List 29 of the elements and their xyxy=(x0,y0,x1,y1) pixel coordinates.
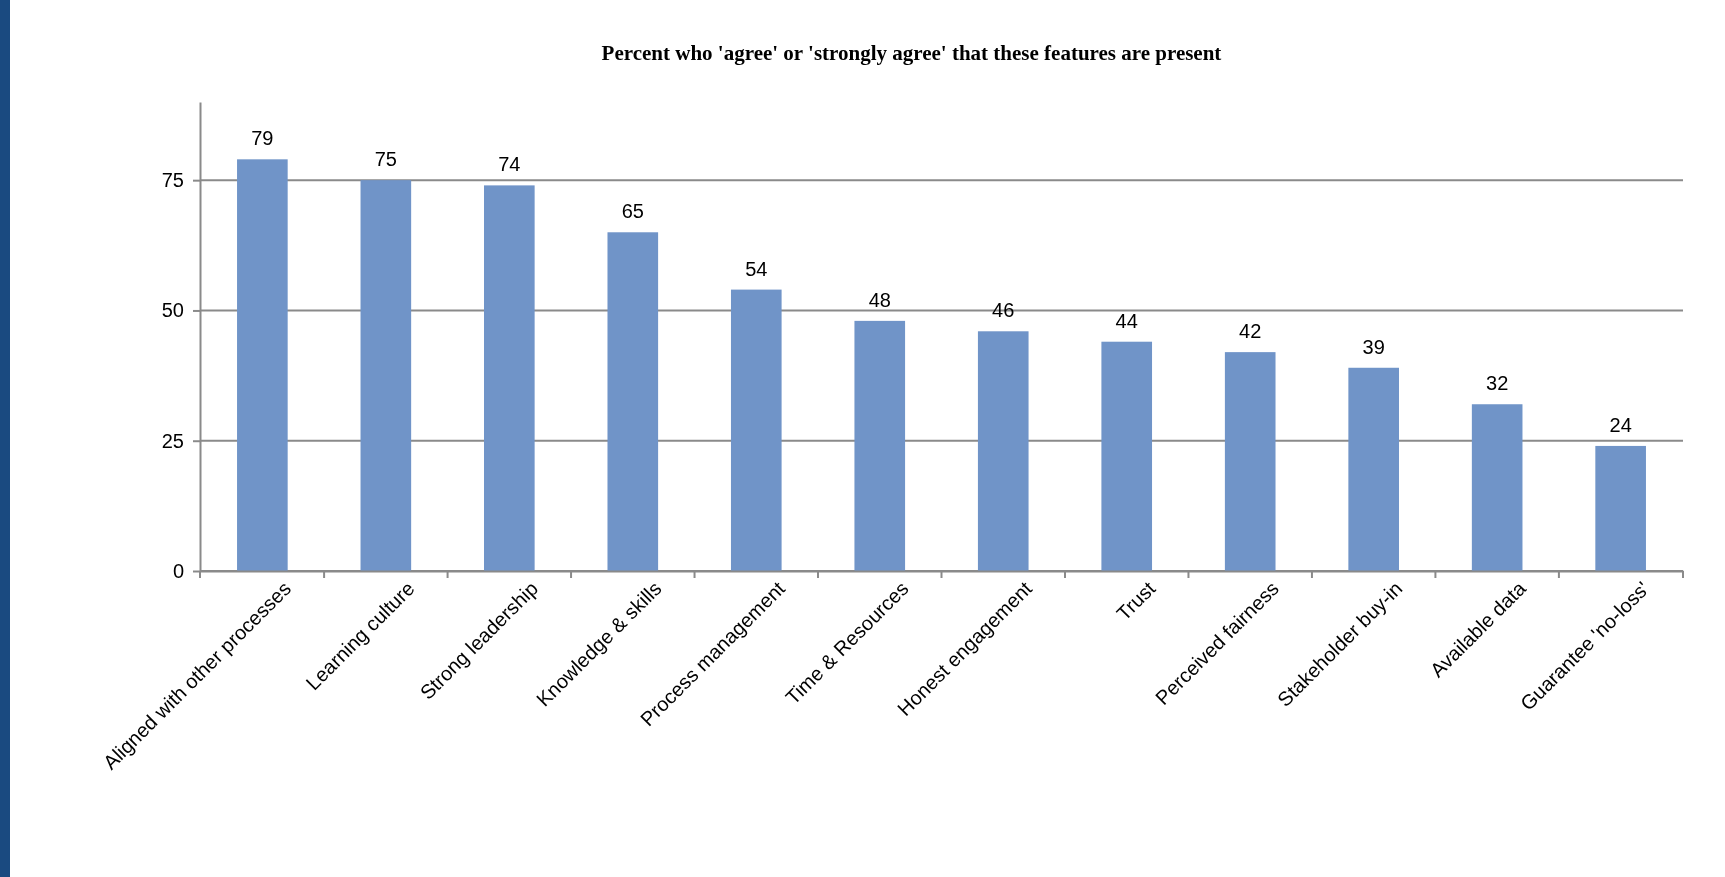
bar xyxy=(1348,367,1399,571)
y-tick-label: 0 xyxy=(172,559,184,582)
bar xyxy=(1224,352,1276,571)
bar xyxy=(607,232,659,571)
data-label: 39 xyxy=(1362,335,1385,358)
y-tick-label: 25 xyxy=(161,429,184,452)
bar xyxy=(484,185,535,571)
data-label: 44 xyxy=(1115,309,1138,332)
bar xyxy=(1471,404,1523,571)
data-label: 24 xyxy=(1609,413,1632,436)
bar xyxy=(237,159,288,571)
chart-title: Percent who 'agree' or 'strongly agree' that these features are present xyxy=(601,41,1222,65)
bar xyxy=(1101,341,1153,571)
y-tick-label: 75 xyxy=(161,169,184,192)
bar xyxy=(977,331,1029,571)
data-label: 48 xyxy=(868,288,891,311)
bar xyxy=(360,180,412,571)
data-label: 74 xyxy=(498,153,521,176)
bar xyxy=(1595,445,1646,571)
data-label: 54 xyxy=(745,257,768,280)
data-label: 79 xyxy=(251,127,274,150)
data-label: 75 xyxy=(374,148,397,171)
data-label: 65 xyxy=(621,200,644,223)
bar xyxy=(730,289,782,571)
bar xyxy=(854,320,906,571)
data-label: 32 xyxy=(1486,372,1509,395)
data-label: 42 xyxy=(1239,320,1262,343)
y-tick-label: 50 xyxy=(161,299,184,322)
data-label: 46 xyxy=(992,299,1015,322)
